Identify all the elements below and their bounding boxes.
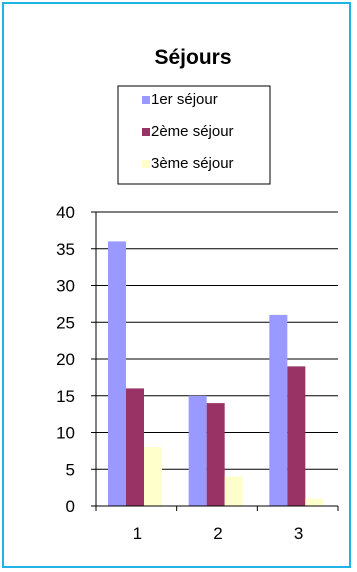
legend-label-1: 1er séjour — [151, 91, 218, 108]
y-tick-label: 0 — [66, 497, 75, 516]
bar-2-3 — [287, 366, 306, 506]
y-tick-label: 35 — [56, 240, 75, 259]
y-tick-label: 30 — [56, 277, 75, 296]
bar-3-2 — [224, 476, 243, 506]
legend-label-3: 3ème séjour — [151, 155, 234, 172]
legend-swatch-2 — [142, 128, 150, 136]
chart-title: Séjours — [154, 46, 231, 69]
bar-1-1 — [108, 241, 126, 506]
bar-3-1 — [144, 447, 162, 506]
bar-1-3 — [269, 314, 288, 506]
y-tick-label: 5 — [66, 460, 75, 479]
legend: 1er séjour 2ème séjour 3ème séjour — [117, 85, 271, 185]
y-tick-label: 10 — [56, 424, 75, 443]
legend-label-2: 2ème séjour — [151, 123, 234, 140]
x-tick-label: 2 — [213, 524, 222, 543]
legend-swatch-1 — [142, 96, 150, 104]
legend-swatch-3 — [142, 160, 150, 168]
bar-2-1 — [126, 388, 144, 506]
x-tick-label: 3 — [294, 524, 303, 543]
y-tick-label: 25 — [56, 313, 75, 332]
bar-1-2 — [188, 395, 207, 506]
y-tick-label: 20 — [56, 350, 75, 369]
x-tick-label: 1 — [133, 524, 142, 543]
plot-area: 0 5 10 15 20 25 30 35 40 1 2 3 — [56, 203, 339, 543]
bar-3-3 — [305, 498, 324, 506]
y-tick-label: 15 — [56, 387, 75, 406]
bar-2-2 — [206, 403, 225, 506]
y-tick-label: 40 — [56, 203, 75, 222]
